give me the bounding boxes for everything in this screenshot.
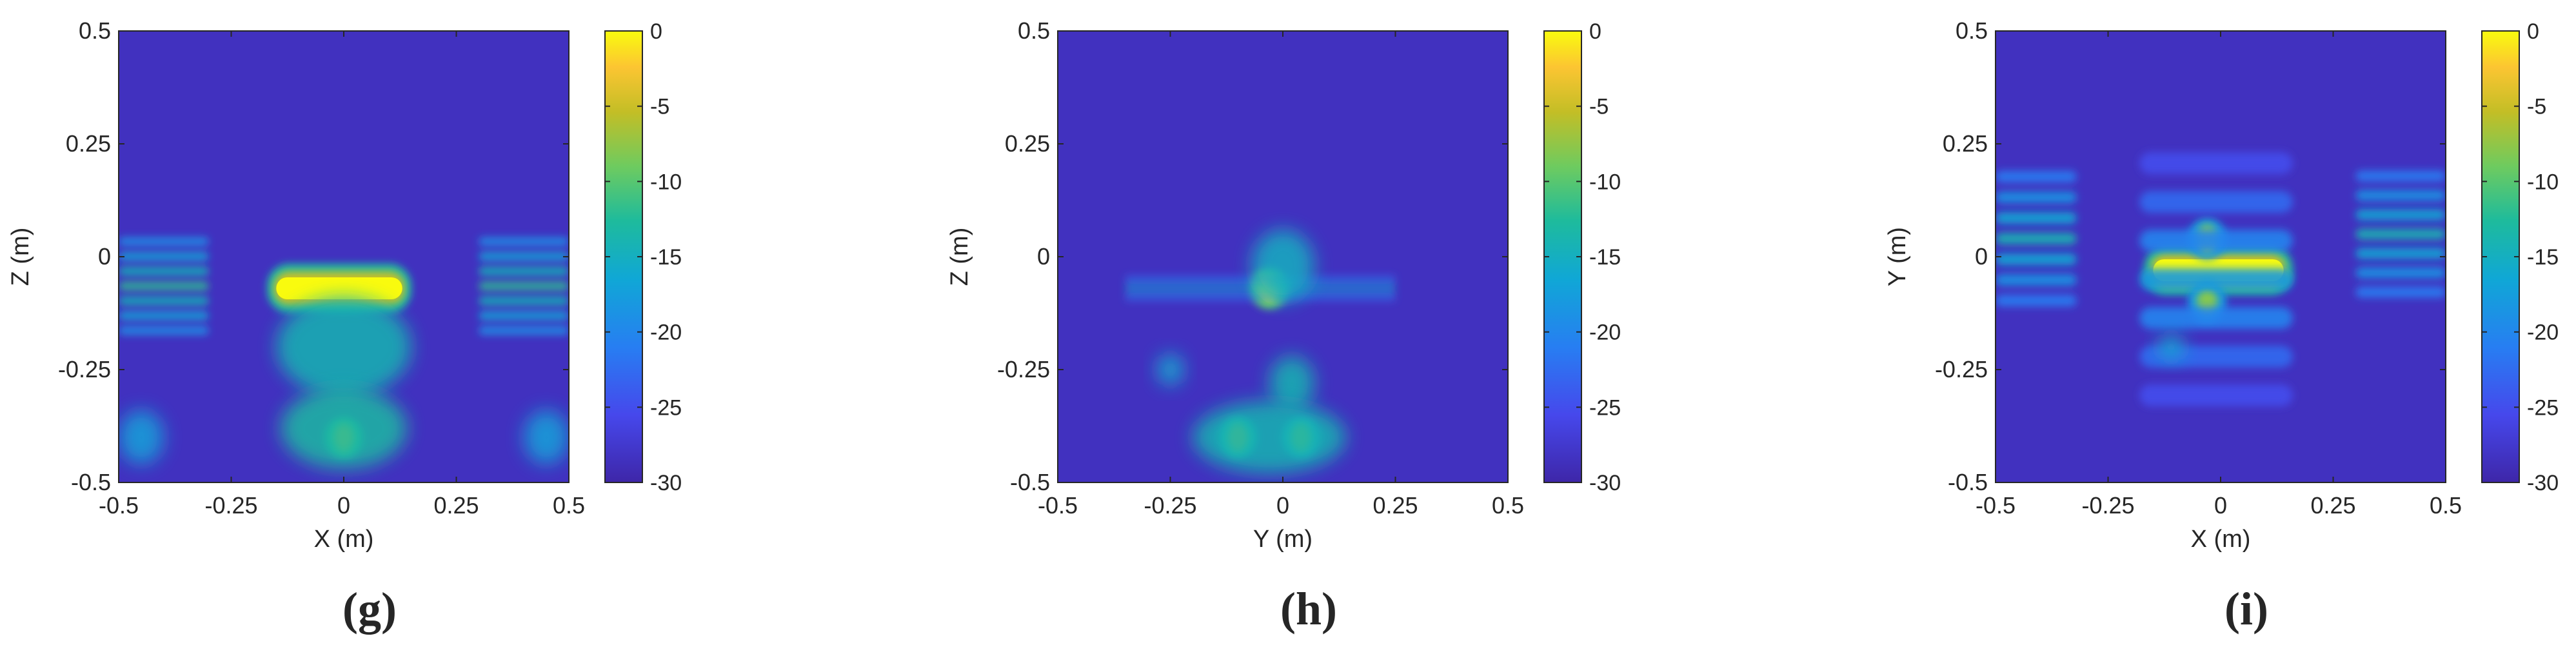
heatmap-fringe-4	[1996, 171, 2077, 306]
heatmap-bar-0	[267, 264, 411, 313]
x-tick-label: 0.5	[2430, 492, 2462, 519]
y-tick-label: 0.5	[79, 17, 111, 44]
x-axis-label: X (m)	[314, 526, 374, 553]
y-tick-label: -0.25	[58, 356, 111, 382]
heatmap-blob-7	[1193, 401, 1346, 473]
panel-label: (i)	[2224, 583, 2268, 635]
colorbar-tick-label: 0	[1589, 19, 1601, 44]
x-tick-label: 0.25	[433, 492, 479, 519]
y-tick-label: 0.5	[1018, 17, 1050, 44]
heatmap-blob-4	[276, 297, 411, 397]
panel-0: -0.5 -0.25 0 0.25 0.5 0.5 0.25 0 -0.25 -0.5 X (m) Z…	[7, 17, 682, 635]
y-tick-label: -0.25	[997, 356, 1050, 382]
y-tick-label: -0.5	[71, 469, 111, 495]
colorbar-tick-label: -10	[1589, 170, 1621, 194]
y-tick-label: 0	[98, 243, 111, 270]
heatmap-blob-4	[1269, 356, 1314, 410]
heatmap-blob-6	[119, 410, 164, 464]
colorbar-tick-label: -25	[650, 395, 682, 420]
y-tick-label: -0.25	[1935, 356, 1988, 382]
heatmap-fringe-3	[479, 237, 569, 335]
y-axis-label: Z (m)	[946, 228, 973, 286]
x-tick-label: -0.5	[1038, 492, 1078, 519]
colorbar-tick-label: -15	[2527, 245, 2559, 270]
y-tick-label: -0.5	[1010, 469, 1050, 495]
y-tick-label: 0.5	[1956, 17, 1988, 44]
colorbar	[604, 30, 643, 483]
y-tick-label: 0.25	[1943, 130, 1988, 157]
colorbar-tick-label: -30	[2527, 471, 2559, 495]
heatmap-fringe-5	[2355, 170, 2446, 298]
panels: -0.5 -0.25 0 0.25 0.5 0.5 0.25 0 -0.25 -0.5 X (m) Z…	[7, 17, 2559, 635]
x-tick-label: 0.5	[1492, 492, 1524, 519]
x-tick-label: 0	[1276, 492, 1289, 519]
colorbar-tick-label: -25	[1589, 395, 1621, 420]
colorbar-tick-label: -10	[2527, 170, 2559, 194]
y-tick-label: 0.25	[66, 130, 111, 157]
x-tick-label: -0.25	[204, 492, 257, 519]
x-tick-label: 0.5	[553, 492, 585, 519]
x-axis-label: X (m)	[2191, 526, 2251, 553]
colorbar	[1543, 30, 1582, 483]
panel-label: (h)	[1280, 583, 1337, 635]
colorbar-tick-label: -5	[2527, 95, 2546, 119]
heatmap-fringe-3	[2139, 152, 2293, 406]
colorbar-tick-label: -15	[1589, 245, 1621, 270]
colorbar-tick-label: -10	[650, 170, 682, 194]
heatmap-features	[119, 237, 569, 469]
heatmap-blob-5	[281, 388, 407, 469]
colorbar-tick-label: -20	[1589, 321, 1621, 345]
y-tick-label: 0	[1975, 243, 1988, 270]
panel-2: -0.5 -0.25 0 0.25 0.5 0.5 0.25 0 -0.25 -0.5 X (m) Y…	[1884, 17, 2559, 635]
x-axis-label: Y (m)	[1253, 526, 1313, 553]
x-tick-label: -0.5	[99, 492, 139, 519]
x-tick-label: -0.5	[1976, 492, 2016, 519]
heatmap-blob-7	[524, 410, 569, 464]
colorbar-tick-label: -20	[650, 321, 682, 345]
x-tick-label: 0	[337, 492, 350, 519]
colorbar-tick-label: -30	[1589, 471, 1621, 495]
colorbar-tick-label: -30	[650, 471, 682, 495]
colorbar-tick-label: 0	[650, 19, 662, 44]
colorbar-tick-label: -5	[1589, 95, 1609, 119]
colorbar-tick-label: -5	[650, 95, 669, 119]
x-tick-label: 0	[2214, 492, 2227, 519]
heatmap-fringe-2	[119, 237, 209, 335]
x-tick-label: 0.25	[1372, 492, 1418, 519]
colorbar-tick-label: -25	[2527, 395, 2559, 420]
panel-label: (g)	[342, 583, 397, 635]
colorbar-tick-label: -15	[650, 245, 682, 270]
heatmap-blob-3	[1156, 353, 1184, 386]
y-tick-label: 0.25	[1005, 130, 1050, 157]
heatmap-features	[1125, 230, 1396, 473]
heatmap-blob-6	[2157, 333, 2185, 361]
panel-1: -0.5 -0.25 0 0.25 0.5 0.5 0.25 0 -0.25 -0.5 Y (m) Z…	[946, 17, 1621, 635]
x-tick-label: -0.25	[1144, 492, 1196, 519]
y-tick-label: -0.5	[1948, 469, 1988, 495]
y-tick-label: 0	[1037, 243, 1050, 270]
x-tick-label: -0.25	[2081, 492, 2134, 519]
colorbar-tick-label: -20	[2527, 321, 2559, 345]
colorbar	[2481, 30, 2520, 483]
heatmap-features	[1996, 152, 2446, 406]
heatmap-blob-2	[1251, 230, 1314, 302]
colorbar-tick-label: 0	[2527, 19, 2539, 44]
y-axis-label: Y (m)	[1884, 227, 1911, 286]
x-tick-label: 0.25	[2310, 492, 2355, 519]
y-axis-label: Z (m)	[7, 228, 34, 286]
